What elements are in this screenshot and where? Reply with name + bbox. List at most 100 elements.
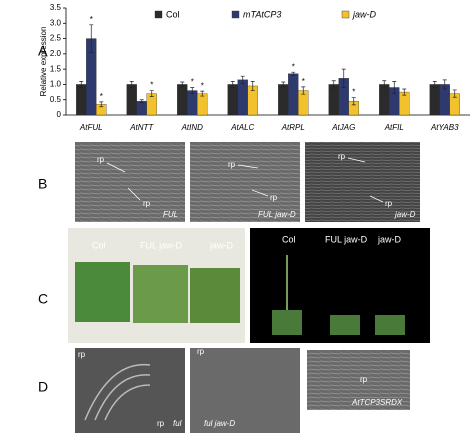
significance: * bbox=[90, 15, 93, 24]
error-bar bbox=[230, 81, 235, 88]
arrow bbox=[106, 162, 126, 173]
error-bar bbox=[149, 90, 154, 98]
legend-label: mTAtCP3 bbox=[243, 9, 281, 19]
error-bar bbox=[382, 80, 387, 89]
legend-swatch bbox=[231, 10, 240, 19]
annotation: rp bbox=[197, 347, 205, 356]
sem-image bbox=[190, 142, 300, 222]
error-bar bbox=[180, 81, 185, 88]
error-bar bbox=[190, 87, 195, 94]
bar bbox=[136, 101, 147, 116]
y-axis-label: Relative expression bbox=[39, 27, 48, 97]
significance: * bbox=[292, 62, 295, 71]
annotation: rp bbox=[97, 155, 105, 164]
error-bar bbox=[291, 71, 296, 76]
bar bbox=[328, 84, 339, 116]
annotation: FUL jaw-D bbox=[140, 240, 183, 250]
error-bar bbox=[442, 79, 447, 90]
error-bar bbox=[281, 81, 286, 88]
bar bbox=[429, 84, 440, 116]
caption: AtTCP3SRDX bbox=[351, 398, 403, 407]
annotation: rp bbox=[228, 160, 236, 169]
bar bbox=[278, 84, 289, 116]
error-bar bbox=[341, 68, 346, 88]
error-bar bbox=[200, 90, 205, 97]
x-tick-label: AtYAB3 bbox=[430, 123, 459, 132]
annotation: Col bbox=[92, 240, 106, 250]
legend-label: Col bbox=[166, 9, 180, 19]
bar bbox=[379, 84, 390, 116]
bar bbox=[197, 93, 208, 116]
x-tick-label: AtALC bbox=[230, 123, 254, 132]
y-tick-label: 1.5 bbox=[50, 64, 62, 73]
significance: * bbox=[352, 88, 355, 97]
panel-letter: D bbox=[38, 379, 48, 395]
y-tick-label: 2.0 bbox=[50, 49, 62, 58]
error-bar bbox=[250, 81, 255, 91]
x-tick-label: AtFUL bbox=[79, 123, 103, 132]
annotation: jaw-D bbox=[377, 234, 402, 244]
y-tick-label: 2.5 bbox=[50, 34, 62, 43]
plant bbox=[330, 315, 360, 335]
bar bbox=[187, 90, 198, 116]
error-bar bbox=[331, 80, 336, 89]
y-tick-label: 0.5 bbox=[50, 95, 62, 104]
bar bbox=[237, 79, 248, 116]
caption: jaw-D bbox=[394, 210, 416, 219]
plant bbox=[133, 265, 188, 323]
y-tick-label: 3.0 bbox=[50, 18, 62, 27]
y-tick-label: 0 bbox=[57, 110, 62, 119]
significance: * bbox=[191, 78, 194, 87]
caption: ful jaw-D bbox=[204, 419, 235, 428]
annotation: FUL jaw-D bbox=[325, 234, 368, 244]
annotation: Col bbox=[282, 234, 296, 244]
bar bbox=[227, 84, 238, 116]
x-tick-label: AtNTT bbox=[129, 123, 154, 132]
annotation: rp bbox=[78, 350, 86, 359]
annotation: rp bbox=[157, 419, 165, 428]
caption: ful bbox=[173, 419, 182, 428]
bar bbox=[399, 91, 410, 116]
significance: * bbox=[302, 77, 305, 86]
error-bar bbox=[301, 86, 306, 95]
annotation: rp bbox=[385, 199, 393, 208]
x-tick-label: AtFIL bbox=[384, 123, 404, 132]
panel-letter: A bbox=[38, 43, 48, 59]
legend-label: jaw-D bbox=[352, 9, 377, 19]
error-bar bbox=[392, 81, 397, 94]
sem-image bbox=[75, 142, 185, 222]
error-bar bbox=[351, 97, 356, 106]
bar bbox=[76, 84, 87, 116]
significance: * bbox=[150, 81, 153, 90]
significance: * bbox=[100, 92, 103, 101]
error-bar bbox=[139, 99, 144, 104]
arrow bbox=[369, 195, 384, 203]
annotation: rp bbox=[143, 199, 151, 208]
annotation: rp bbox=[338, 152, 346, 161]
error-bar bbox=[452, 89, 457, 98]
y-tick-label: 1.0 bbox=[50, 80, 62, 89]
annotation: rp bbox=[360, 375, 368, 384]
error-bar bbox=[402, 88, 407, 96]
y-tick-label: 3.5 bbox=[50, 3, 62, 12]
annotation: jaw-D bbox=[209, 240, 234, 250]
panel-letter: B bbox=[38, 176, 47, 192]
sem-image bbox=[307, 350, 410, 410]
plant bbox=[272, 310, 302, 335]
legend-swatch bbox=[154, 10, 163, 19]
plant bbox=[190, 268, 240, 323]
caption: FUL bbox=[163, 210, 178, 219]
significance: * bbox=[201, 81, 204, 90]
plant bbox=[75, 262, 130, 322]
error-bar bbox=[89, 24, 94, 53]
plant bbox=[375, 315, 405, 335]
panel-letter: C bbox=[38, 291, 48, 307]
legend-swatch bbox=[341, 10, 350, 19]
arrow bbox=[127, 187, 141, 201]
texture bbox=[84, 363, 151, 421]
arrow bbox=[347, 157, 366, 163]
annotation: rp bbox=[270, 193, 278, 202]
error-bar bbox=[432, 81, 437, 88]
error-bar bbox=[99, 101, 104, 108]
